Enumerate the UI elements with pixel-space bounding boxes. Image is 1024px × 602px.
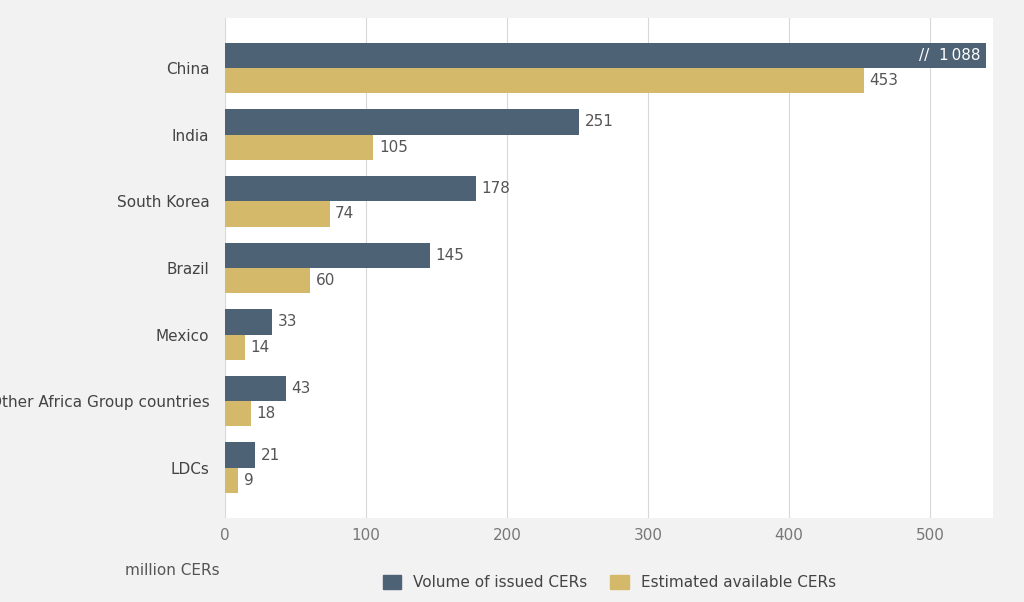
Text: 18: 18 (256, 406, 275, 421)
Bar (225, 68, 863, 93)
Bar (225, 43, 986, 68)
Bar (225, 309, 271, 335)
Bar (225, 135, 373, 160)
Bar (225, 243, 430, 268)
Bar (225, 268, 310, 293)
Bar (225, 468, 238, 493)
Text: 74: 74 (335, 206, 354, 222)
Text: 105: 105 (379, 140, 408, 155)
Bar (225, 401, 251, 426)
Text: 145: 145 (435, 248, 464, 262)
Bar (225, 442, 255, 468)
Text: 14: 14 (251, 340, 270, 355)
Bar (225, 110, 579, 135)
Text: 43: 43 (292, 381, 311, 396)
Bar (225, 176, 476, 201)
Text: 33: 33 (278, 314, 297, 329)
Bar (225, 376, 286, 401)
Bar (225, 201, 330, 226)
Text: 453: 453 (869, 73, 898, 88)
Text: 9: 9 (244, 473, 253, 488)
Text: million CERs: million CERs (125, 563, 220, 578)
Text: 21: 21 (260, 448, 280, 462)
Text: //  1 088: // 1 088 (920, 48, 981, 63)
Legend: Volume of issued CERs, Estimated available CERs: Volume of issued CERs, Estimated availab… (383, 575, 836, 590)
Bar (225, 335, 245, 360)
Text: 178: 178 (481, 181, 511, 196)
Text: 60: 60 (315, 273, 335, 288)
Text: 251: 251 (585, 114, 613, 129)
